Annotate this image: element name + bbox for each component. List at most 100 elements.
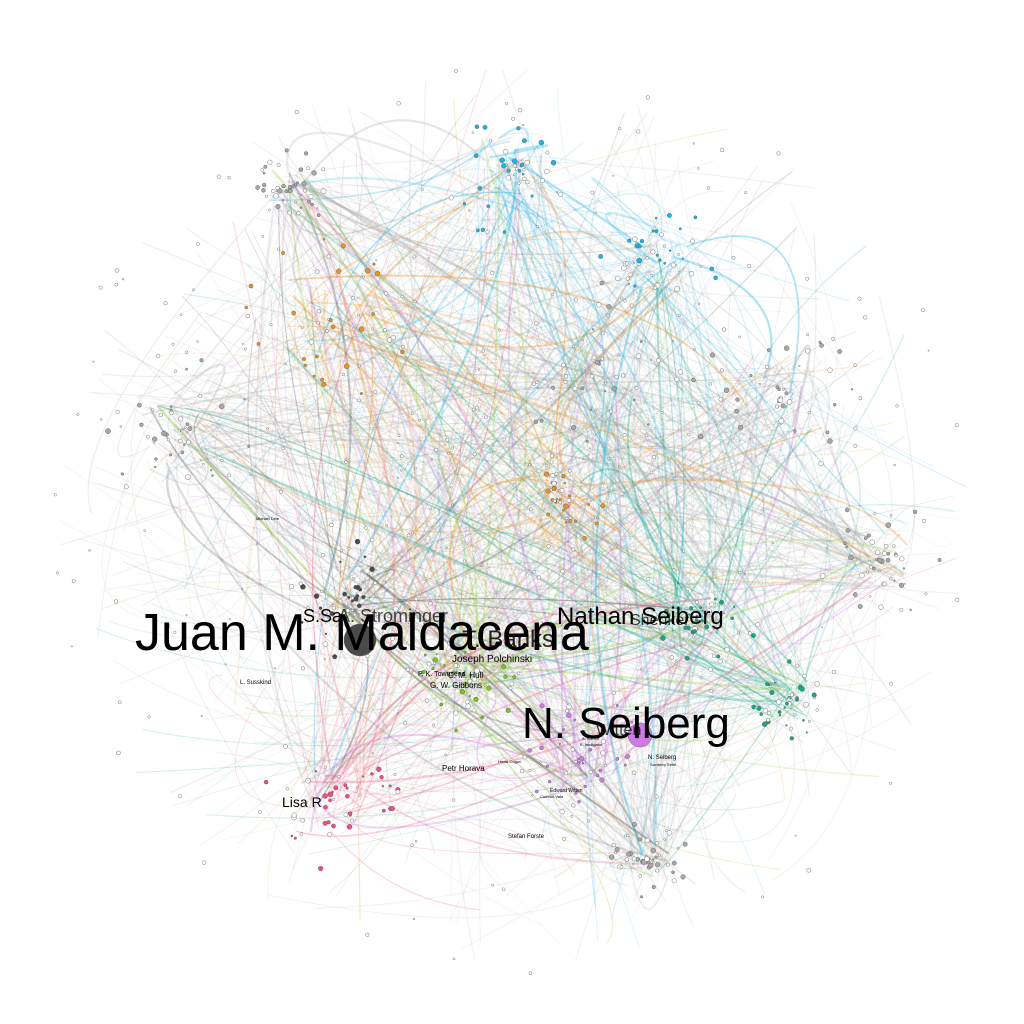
network-node <box>671 870 675 875</box>
network-node <box>349 818 354 823</box>
network-node <box>331 823 336 829</box>
network-node <box>583 757 587 761</box>
network-edge <box>267 657 454 901</box>
network-node <box>406 533 411 538</box>
network-edge <box>374 534 649 858</box>
network-edge <box>201 438 907 590</box>
network-edge <box>614 384 643 649</box>
network-edge <box>288 363 864 561</box>
network-edge <box>380 444 810 840</box>
network-edge <box>329 258 574 738</box>
network-edge <box>300 365 784 784</box>
network-edge <box>633 128 688 846</box>
network-edge <box>168 136 514 411</box>
network-edge <box>436 316 610 443</box>
network-edge <box>503 148 682 595</box>
network-node <box>271 188 276 194</box>
network-edge <box>339 596 567 826</box>
network-edge <box>303 179 760 244</box>
network-edge <box>294 201 870 539</box>
network-node <box>331 790 334 794</box>
label-c-m-hull: C. M. Hull <box>448 671 483 680</box>
network-edge <box>633 398 810 721</box>
network-edge <box>295 192 738 713</box>
network-edge <box>276 191 557 760</box>
network-node <box>678 313 681 317</box>
network-node <box>767 683 771 687</box>
network-edge <box>321 442 785 816</box>
network-edge <box>217 289 791 426</box>
network-edge <box>412 537 573 751</box>
network-node <box>644 856 650 862</box>
network-node <box>740 523 743 525</box>
network-node <box>276 162 281 167</box>
network-edge <box>57 519 640 874</box>
network-edge <box>676 235 739 612</box>
network-edge <box>437 144 539 685</box>
network-node <box>316 309 321 314</box>
network-node <box>567 494 572 498</box>
network-edge <box>302 163 416 240</box>
network-edge <box>558 491 576 716</box>
network-edge <box>228 281 345 437</box>
network-node <box>793 429 797 433</box>
network-edge <box>331 459 388 815</box>
network-node <box>704 624 710 630</box>
network-node <box>156 354 161 359</box>
network-edge <box>391 237 669 868</box>
network-edge <box>340 322 790 678</box>
network-edge <box>678 414 854 646</box>
label-t-banks: T. Banks <box>462 626 554 653</box>
network-edge <box>136 707 793 773</box>
network-node <box>555 498 559 501</box>
network-node <box>799 686 805 692</box>
network-edge <box>347 616 653 844</box>
network-edge <box>167 401 594 541</box>
network-edge <box>335 575 894 701</box>
network-edge <box>291 335 468 660</box>
network-edges <box>57 69 967 961</box>
network-node <box>371 312 375 316</box>
network-node <box>571 425 577 431</box>
network-node <box>723 387 730 393</box>
network-edge <box>567 404 670 848</box>
network-node <box>654 862 661 868</box>
network-edge <box>443 657 879 778</box>
network-edge <box>443 449 612 663</box>
network-edge <box>463 289 772 711</box>
network-edge <box>598 677 777 823</box>
network-edge <box>472 578 625 703</box>
network-node <box>598 254 604 259</box>
network-edge <box>568 426 663 867</box>
network-edge <box>639 364 772 842</box>
network-node <box>637 244 642 249</box>
network-node <box>455 670 458 673</box>
network-node <box>875 549 881 555</box>
network-node <box>626 851 631 857</box>
network-edge <box>147 206 481 394</box>
network-edge <box>217 451 291 715</box>
network-node <box>550 453 555 458</box>
network-edge <box>720 398 775 710</box>
network-node <box>114 282 119 287</box>
network-edge <box>491 181 583 409</box>
network-edge <box>554 443 725 740</box>
network-node <box>559 808 565 815</box>
network-edge <box>59 233 659 546</box>
network-node <box>599 280 605 286</box>
network-edge <box>236 691 804 713</box>
network-node <box>400 469 403 472</box>
network-edge <box>503 510 570 739</box>
network-node <box>375 259 378 262</box>
network-node <box>502 230 507 234</box>
network-node <box>558 191 564 197</box>
network-node <box>771 541 775 545</box>
network-node <box>921 518 927 523</box>
network-edge <box>566 511 786 801</box>
network-node <box>825 430 830 435</box>
network-node <box>260 168 264 172</box>
network-node <box>400 349 405 355</box>
network-edge <box>309 285 338 601</box>
network-edge <box>603 326 691 866</box>
network-edge <box>463 676 614 944</box>
